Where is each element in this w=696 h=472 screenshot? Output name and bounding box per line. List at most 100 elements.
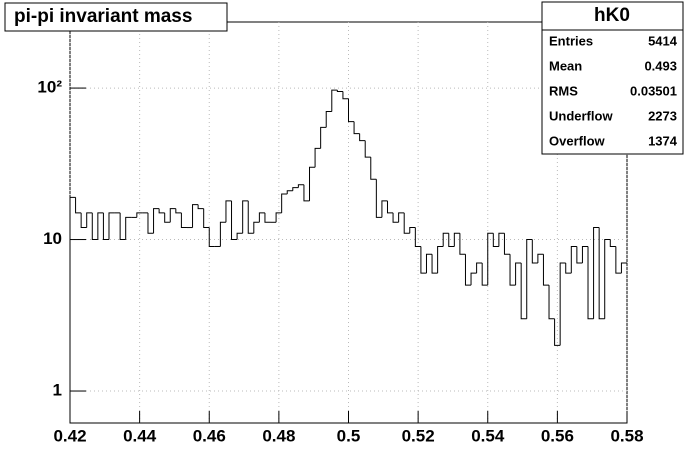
histogram-bin — [515, 262, 522, 286]
histogram-bin — [192, 204, 199, 228]
histogram-bin — [437, 245, 444, 274]
histogram-bin — [526, 239, 533, 319]
histogram-bin — [325, 111, 332, 128]
histogram-bin — [102, 212, 109, 241]
histogram-bin — [125, 216, 132, 240]
histogram-bin — [403, 212, 410, 234]
histogram-bin — [554, 318, 561, 346]
histogram-bin — [108, 212, 115, 240]
stats-value: 5414 — [648, 33, 678, 48]
histogram-bin — [537, 253, 544, 264]
histogram-bin — [487, 232, 494, 286]
histogram-bin — [247, 200, 254, 234]
histogram-bin — [442, 232, 449, 247]
stats-label: Mean — [549, 58, 582, 73]
histogram-bin — [69, 196, 76, 423]
histogram-bin — [581, 245, 589, 264]
histogram-bin — [158, 208, 165, 214]
histogram-bin — [91, 212, 98, 241]
histogram-bin — [481, 263, 488, 286]
histogram-bin — [615, 246, 622, 274]
x-tick-label: 0.5 — [337, 426, 361, 445]
histogram-bin — [420, 246, 427, 274]
histogram-bin — [414, 227, 421, 247]
histogram-bin — [431, 254, 438, 274]
stats-value: 0.03501 — [630, 83, 677, 98]
histogram-bin — [136, 212, 143, 218]
histogram-bin — [153, 208, 160, 234]
histogram-bin — [386, 200, 394, 214]
histogram-bin — [559, 262, 566, 346]
x-tick-label: 0.44 — [123, 426, 157, 445]
x-tick-label: 0.56 — [541, 426, 574, 445]
histogram-bin — [392, 212, 399, 223]
histogram-bin — [180, 212, 187, 229]
histogram-bin — [331, 89, 338, 112]
histogram-bin — [476, 262, 483, 274]
x-tick-label: 0.46 — [193, 426, 226, 445]
histogram-bin — [309, 166, 316, 201]
x-tick-label: 0.48 — [262, 426, 295, 445]
histogram-bin — [409, 227, 416, 234]
y-tick-label: 10 — [43, 229, 62, 248]
histogram-bin — [86, 212, 93, 228]
x-tick-label: 0.42 — [53, 426, 86, 445]
stats-title: hK0 — [594, 5, 630, 26]
histogram-bin — [236, 232, 243, 240]
histogram-bin — [492, 233, 499, 247]
histogram-bin — [336, 90, 343, 92]
histogram-bin — [314, 147, 321, 168]
histogram-bin — [208, 227, 215, 247]
stats-label: Entries — [549, 33, 593, 48]
histogram-bin — [370, 157, 377, 180]
histogram-bin — [459, 233, 466, 255]
x-tick-label: 0.58 — [610, 426, 643, 445]
histogram-bin — [80, 212, 87, 229]
histogram-bin — [470, 272, 477, 286]
histogram-bin — [609, 239, 616, 247]
stats-value: 2273 — [648, 108, 677, 123]
histogram-bin — [509, 254, 516, 286]
y-tick-label: 1 — [53, 381, 62, 400]
histogram-bin — [548, 285, 555, 320]
x-tick-label: 0.52 — [402, 426, 435, 445]
histogram-bin — [281, 193, 288, 213]
histogram-bin — [342, 91, 349, 100]
histogram-bin — [531, 239, 538, 264]
histogram-bin — [75, 197, 82, 214]
histogram-bin — [593, 227, 600, 319]
histogram-bin — [219, 221, 226, 247]
stats-label: Underflow — [549, 108, 613, 123]
histogram-bin — [503, 233, 511, 255]
histogram-bin — [453, 232, 460, 247]
histogram-bin — [119, 212, 126, 241]
chart-title: pi-pi invariant mass — [14, 6, 192, 27]
histogram-bin — [197, 204, 204, 210]
histogram-bin — [292, 187, 299, 191]
histogram-bin — [353, 121, 360, 135]
histogram-bin — [565, 263, 572, 274]
histogram-bin — [348, 98, 355, 123]
histogram-bin — [253, 221, 260, 234]
histogram-bin — [570, 245, 577, 274]
histogram-bin — [303, 184, 310, 202]
stats-box — [541, 1, 684, 155]
stats-value: 1374 — [648, 133, 678, 148]
histogram-bin — [258, 212, 265, 223]
histogram-bin — [320, 126, 327, 149]
histogram-bin — [464, 254, 472, 286]
histogram-bin — [169, 208, 176, 223]
histogram-bin — [231, 200, 238, 241]
histogram-bin — [576, 246, 583, 264]
histogram-bin — [264, 212, 271, 223]
histogram-bin — [598, 227, 605, 320]
histogram-bin — [225, 200, 232, 223]
histogram-bin — [175, 208, 182, 214]
histogram-bin — [375, 179, 382, 218]
histogram-bin — [398, 212, 405, 223]
histogram-bin — [587, 246, 594, 320]
histogram-bin — [364, 140, 371, 158]
histogram-bin — [297, 184, 304, 188]
histogram-bin — [203, 208, 210, 229]
